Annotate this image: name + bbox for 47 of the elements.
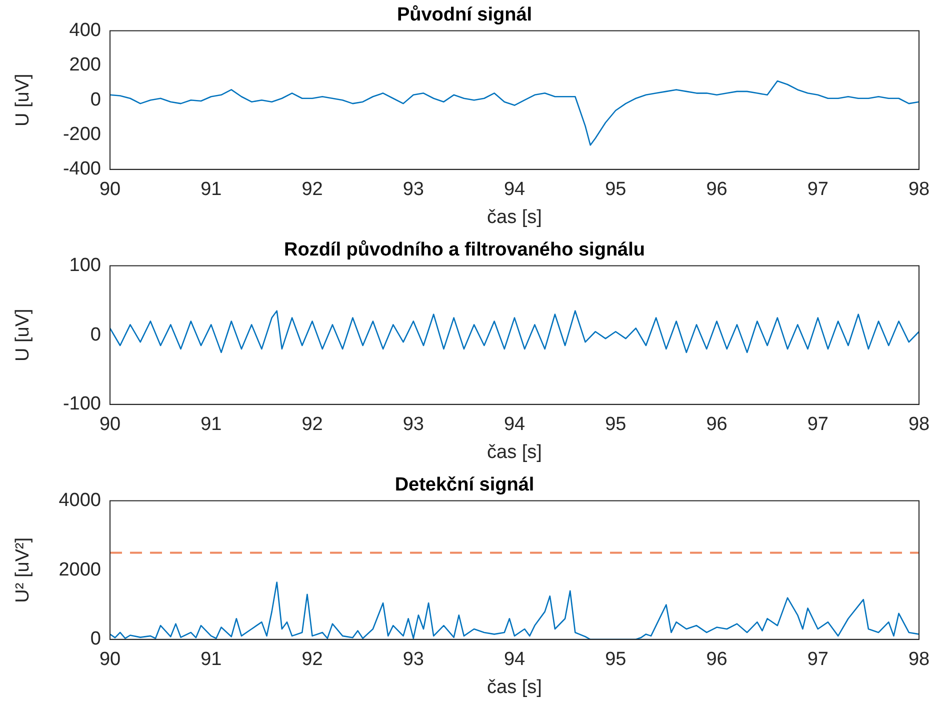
x-tick-label: 93 xyxy=(402,414,424,436)
x-tick-label: 93 xyxy=(402,179,424,200)
y-tick-label: 0 xyxy=(90,89,101,110)
x-tick-label: 95 xyxy=(605,179,626,200)
chart-title: Detekční signál xyxy=(394,474,534,496)
y-tick-label: -400 xyxy=(62,158,101,180)
x-tick-label: 94 xyxy=(504,179,526,200)
y-tick-label: -100 xyxy=(62,394,101,415)
x-tick-label: 90 xyxy=(99,179,121,200)
x-tick-label: 97 xyxy=(807,414,828,436)
x-axis-title: čas [s] xyxy=(487,442,542,463)
x-tick-label: 92 xyxy=(302,649,323,670)
y-tick-label: 0 xyxy=(90,628,101,650)
x-tick-label: 94 xyxy=(504,414,526,436)
y-axis-title: U [uV] xyxy=(12,308,34,362)
x-tick-label: 98 xyxy=(908,414,930,436)
y-tick-label: 2000 xyxy=(58,559,101,580)
x-tick-label: 96 xyxy=(706,414,728,436)
x-tick-label: 96 xyxy=(706,179,728,200)
x-axis-title: čas [s] xyxy=(487,676,542,698)
x-tick-label: 93 xyxy=(402,649,424,670)
y-tick-label: 200 xyxy=(69,54,101,76)
x-tick-label: 94 xyxy=(504,649,526,670)
x-tick-label: 97 xyxy=(807,179,828,200)
x-tick-label: 95 xyxy=(605,649,626,670)
y-axis-title: U [uV] xyxy=(12,74,34,127)
y-tick-label: 400 xyxy=(69,20,101,42)
x-tick-label: 91 xyxy=(200,649,222,670)
y-tick-label: -200 xyxy=(62,124,101,145)
chart-title: Rozdíl původního a filtrovaného signálu xyxy=(284,240,645,261)
x-axis-title: čas [s] xyxy=(487,206,542,228)
x-tick-label: 91 xyxy=(200,179,222,200)
x-tick-label: 90 xyxy=(99,414,121,436)
x-tick-label: 96 xyxy=(706,649,728,670)
y-tick-label: 0 xyxy=(90,324,101,346)
x-tick-label: 92 xyxy=(302,414,323,436)
x-tick-label: 97 xyxy=(807,649,828,670)
x-tick-label: 90 xyxy=(99,649,121,670)
x-tick-label: 95 xyxy=(605,414,626,436)
y-tick-label: 4000 xyxy=(58,490,101,512)
chart-title: Původní signál xyxy=(396,4,532,26)
x-tick-label: 92 xyxy=(302,179,323,200)
x-tick-label: 91 xyxy=(200,414,222,436)
x-tick-label: 98 xyxy=(908,649,930,670)
y-axis-title: U² [uV²] xyxy=(12,537,34,603)
x-tick-label: 98 xyxy=(908,179,930,200)
y-tick-label: 100 xyxy=(69,255,101,276)
